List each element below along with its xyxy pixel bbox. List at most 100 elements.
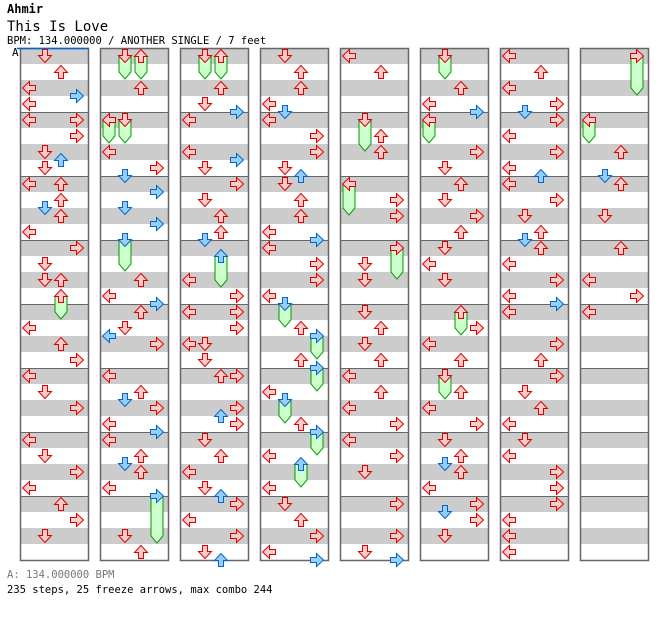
arrow-shape xyxy=(357,545,373,560)
up-arrow-icon xyxy=(133,464,149,479)
arrow-shape xyxy=(117,169,133,184)
beat-stripe xyxy=(580,240,648,256)
up-arrow-icon xyxy=(453,352,469,367)
arrow-shape xyxy=(437,273,453,288)
arrow-shape xyxy=(501,256,516,272)
arrow-shape xyxy=(470,144,485,160)
arrow-shape xyxy=(21,176,36,192)
beat-stripe xyxy=(180,48,248,64)
beat-stripe xyxy=(420,336,488,352)
arrow-shape xyxy=(117,201,133,216)
arrow-shape xyxy=(53,288,69,303)
arrow-shape xyxy=(501,48,516,64)
beat-stripe xyxy=(20,240,88,256)
beat-stripe xyxy=(100,432,168,448)
arrow-shape xyxy=(517,385,533,400)
arrow-shape xyxy=(37,145,53,160)
down-arrow-icon xyxy=(437,241,453,256)
right-arrow-icon xyxy=(470,320,485,336)
left-arrow-icon xyxy=(101,328,116,344)
beat-stripe xyxy=(500,496,568,512)
arrow-shape xyxy=(550,496,565,512)
arrow-shape xyxy=(261,448,276,464)
down-arrow-icon xyxy=(437,529,453,544)
down-arrow-icon xyxy=(517,385,533,400)
right-arrow-icon xyxy=(230,176,245,192)
left-arrow-icon xyxy=(501,544,516,560)
left-arrow-icon xyxy=(261,544,276,560)
up-arrow-icon xyxy=(533,400,549,415)
arrow-shape xyxy=(197,481,213,496)
down-arrow-icon xyxy=(437,505,453,520)
beat-stripe xyxy=(420,144,488,160)
arrow-shape xyxy=(101,480,116,496)
arrow-shape xyxy=(293,208,309,223)
right-arrow-icon xyxy=(550,272,565,288)
left-arrow-icon xyxy=(21,368,36,384)
arrow-shape xyxy=(630,288,645,304)
arrow-shape xyxy=(453,384,469,399)
left-arrow-icon xyxy=(421,400,436,416)
arrow-shape xyxy=(501,160,516,176)
arrow-shape xyxy=(133,304,149,319)
beat-stripe xyxy=(20,80,88,96)
arrow-shape xyxy=(357,305,373,320)
left-arrow-icon xyxy=(181,112,196,128)
arrow-shape xyxy=(293,352,309,367)
arrow-shape xyxy=(37,161,53,176)
beat-stripe xyxy=(260,528,328,544)
arrow-shape xyxy=(101,288,116,304)
column-border xyxy=(339,47,410,562)
arrow-shape xyxy=(230,152,245,168)
column-border xyxy=(99,47,170,562)
up-arrow-icon xyxy=(373,352,389,367)
arrow-shape xyxy=(213,552,229,567)
up-arrow-icon xyxy=(213,488,229,503)
beat-stripe xyxy=(20,48,88,64)
right-arrow-icon xyxy=(230,288,245,304)
right-arrow-icon xyxy=(150,184,165,200)
arrow-shape xyxy=(341,176,356,192)
arrow-shape xyxy=(37,449,53,464)
arrow-shape xyxy=(37,49,53,64)
arrow-shape xyxy=(517,233,533,248)
arrow-shape xyxy=(517,209,533,224)
arrow-shape xyxy=(197,337,213,352)
arrow-shape xyxy=(501,512,516,528)
right-arrow-icon xyxy=(310,552,325,568)
left-arrow-icon xyxy=(501,288,516,304)
arrow-layer xyxy=(21,49,85,544)
down-arrow-icon xyxy=(517,433,533,448)
left-arrow-icon xyxy=(101,144,116,160)
left-arrow-icon xyxy=(21,320,36,336)
beat-stripe xyxy=(340,368,408,384)
right-arrow-icon xyxy=(550,296,565,312)
freeze-up-arrow-icon xyxy=(213,48,229,63)
arrow-shape xyxy=(277,297,293,312)
arrow-shape xyxy=(517,433,533,448)
arrow-shape xyxy=(421,400,436,416)
arrow-shape xyxy=(261,384,276,400)
arrow-shape xyxy=(597,209,613,224)
down-arrow-icon xyxy=(277,497,293,512)
left-arrow-icon xyxy=(421,336,436,352)
beat-stripe xyxy=(580,304,648,320)
arrow-shape xyxy=(597,169,613,184)
arrow-shape xyxy=(21,224,36,240)
arrow-shape xyxy=(277,497,293,512)
beat-stripe xyxy=(260,80,328,96)
arrow-shape xyxy=(230,416,245,432)
down-arrow-icon xyxy=(197,193,213,208)
up-arrow-icon xyxy=(613,240,629,255)
arrow-shape xyxy=(133,48,149,63)
down-arrow-icon xyxy=(117,393,133,408)
arrow-shape xyxy=(21,96,36,112)
freeze-down-arrow-icon xyxy=(277,297,293,312)
down-arrow-icon xyxy=(117,457,133,472)
column-border xyxy=(499,47,570,562)
arrow-shape xyxy=(150,160,165,176)
arrow-shape xyxy=(53,152,69,167)
arrow-shape xyxy=(341,48,356,64)
freeze-down-arrow-icon xyxy=(437,369,453,384)
freeze-down-arrow-icon xyxy=(197,49,213,64)
